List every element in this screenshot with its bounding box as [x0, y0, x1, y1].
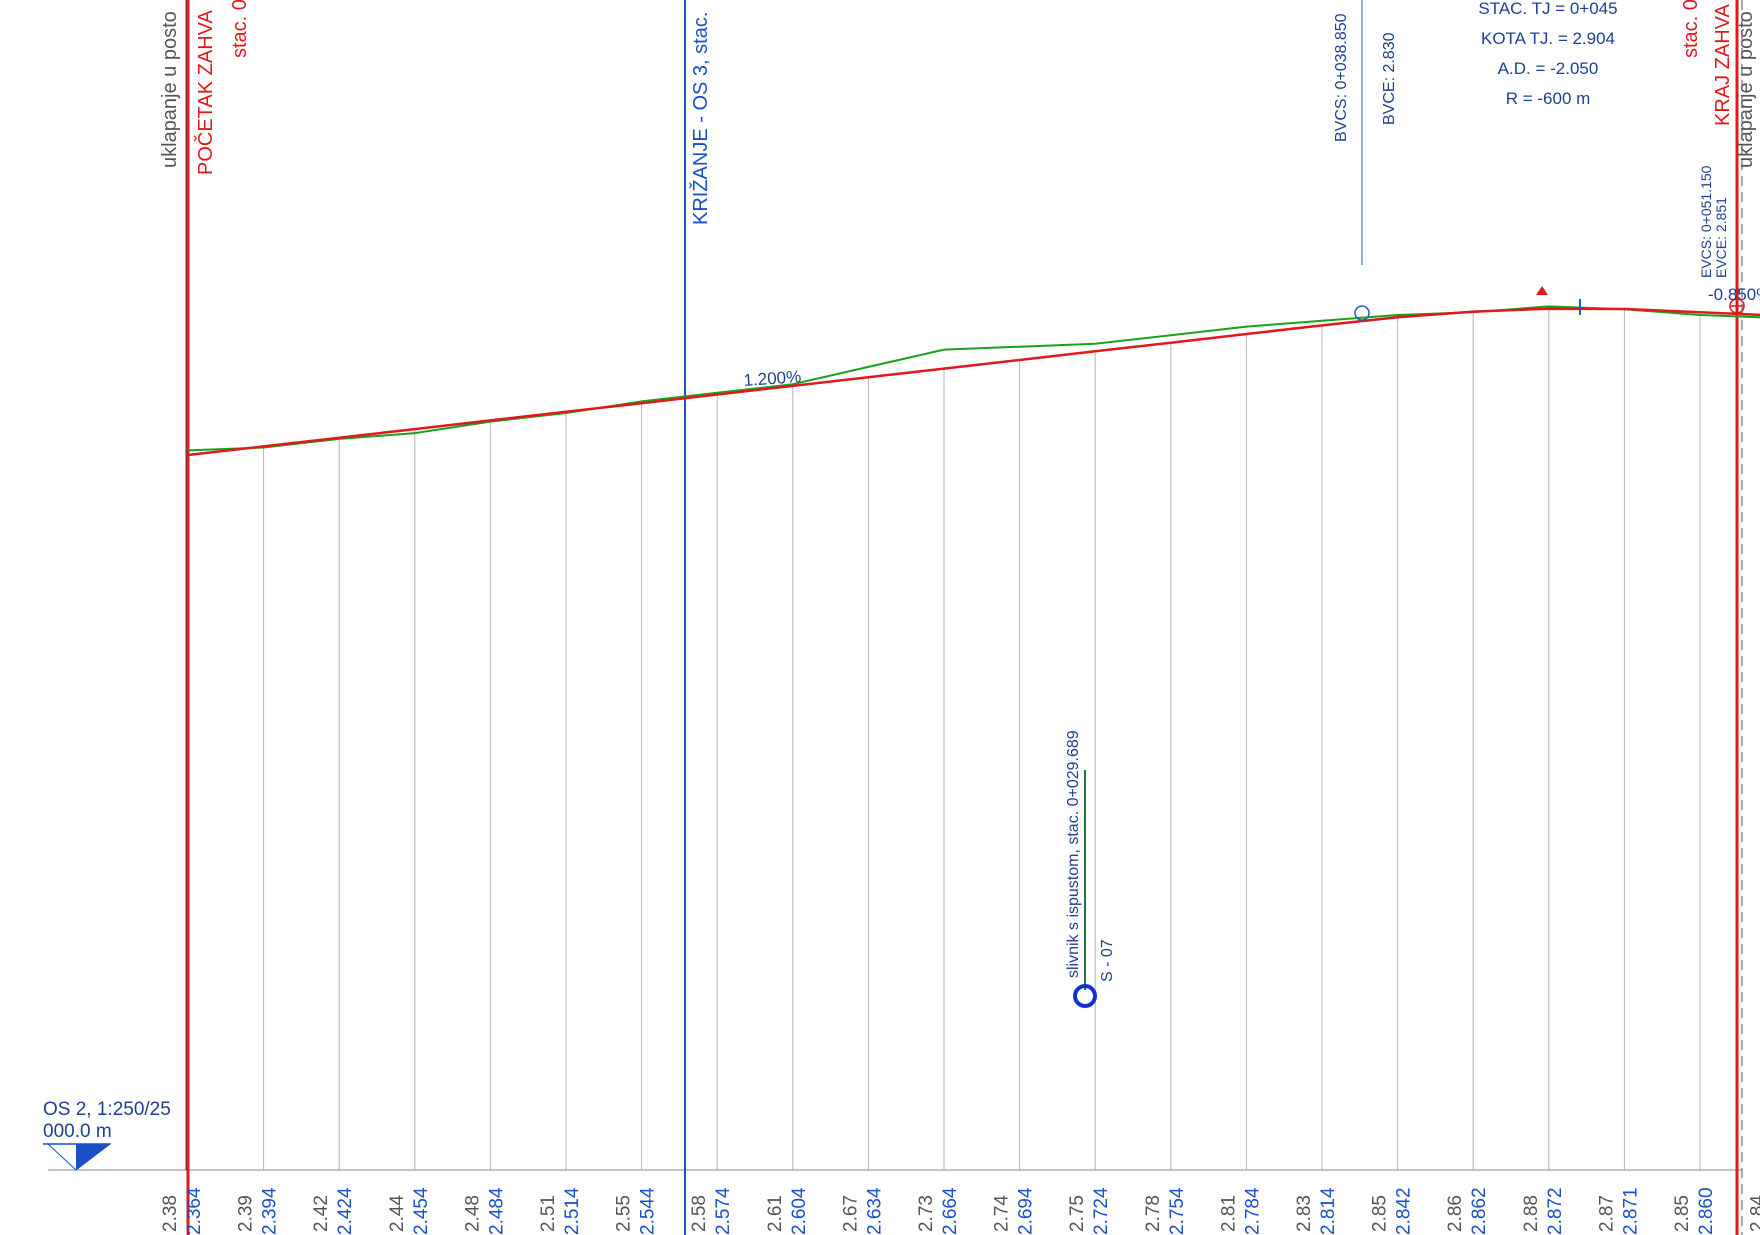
design-elevation-label: 2.514: [562, 1187, 583, 1235]
evcs-label: EVCS: 0+051.150: [1698, 165, 1714, 278]
design-elevation-label: 2.604: [789, 1187, 810, 1235]
scale-label-line1: OS 2, 1:250/25: [43, 1099, 171, 1120]
design-elevation-label: 2.694: [1016, 1187, 1037, 1235]
design-elevation-label: 2.424: [335, 1187, 356, 1235]
station-grid: [263, 308, 1701, 1170]
inlet-symbol-icon: [1073, 984, 1097, 1008]
design-elevation-label: 2.754: [1167, 1187, 1188, 1235]
start-zone-label: POČETAK ZAHVA: [194, 9, 217, 175]
start-fit-label: uklapanje u posto: [159, 11, 181, 168]
bvce-label: BVCE: 2.830: [1381, 32, 1398, 125]
curve-station: STAC. TJ = 0+045: [1478, 0, 1617, 18]
curve-algebraic-difference: A.D. = -2.050: [1498, 59, 1599, 78]
design-elevation-label: 2.814: [1318, 1187, 1339, 1235]
design-elevation-label: 2.634: [864, 1187, 885, 1235]
design-elevation-label: 2.872: [1545, 1187, 1566, 1235]
grade-label-1: 1.200%: [743, 367, 802, 390]
design-elevation-label: 2.871: [1620, 1187, 1641, 1235]
terrain-elevation-label: 2.55: [614, 1195, 635, 1232]
terrain-elevation-label: 2.78: [1143, 1195, 1164, 1232]
datum-symbol-fill: [76, 1144, 110, 1170]
design-elevation-label: 2.860: [1696, 1187, 1717, 1235]
design-elevation-label: 2.484: [486, 1187, 507, 1235]
end-fit-label: uklapanje u posto: [1735, 11, 1757, 168]
terrain-elevation-label: 2.88: [1521, 1195, 1542, 1232]
evce-label: EVCE: 2.851: [1713, 197, 1729, 278]
design-elevation-label: 2.724: [1091, 1187, 1112, 1235]
bvcs-label: BVCS: 0+038.850: [1333, 13, 1350, 142]
grade-label-2: -0.850%: [1708, 285, 1760, 304]
pvi-triangle-marker: [1536, 286, 1548, 295]
end-station-label: stac. 0: [1680, 0, 1702, 58]
design-elevation-label: 2.574: [713, 1187, 734, 1235]
curve-elevation: KOTA TJ. = 2.904: [1481, 29, 1615, 48]
terrain-elevation-label: 2.73: [916, 1195, 937, 1232]
elevation-labels: 2.38 2.364 2.39 2.394 2.42 2.424 2.44 2.454 2.48…: [160, 1187, 1760, 1235]
curve-radius: R = -600 m: [1506, 89, 1591, 108]
start-station-label: stac. 0: [229, 0, 251, 58]
terrain-elevation-label: 2.83: [1294, 1195, 1315, 1232]
design-grade-line: [187, 307, 1760, 457]
terrain-elevation-label: 2.85: [1370, 1195, 1391, 1232]
terrain-elevation-label: 2.61: [765, 1195, 786, 1232]
terrain-elevation-label: 2.86: [1445, 1195, 1466, 1232]
terrain-elevation-label: 2.85: [1672, 1195, 1693, 1232]
design-elevation-label: 2.842: [1394, 1187, 1415, 1235]
design-elevation-label: 2.454: [411, 1187, 432, 1235]
terrain-elevation-label: 2.81: [1218, 1195, 1239, 1232]
design-elevation-label: 2.364: [184, 1187, 205, 1235]
terrain-elevation-label: 2.42: [311, 1195, 332, 1232]
terrain-elevation-label: 2.75: [1067, 1195, 1088, 1232]
terrain-elevation-label: 2.84: [1748, 1195, 1760, 1232]
terrain-elevation-label: 2.39: [236, 1195, 257, 1232]
terrain-elevation-label: 2.58: [689, 1195, 710, 1232]
design-elevation-label: 2.664: [940, 1187, 961, 1235]
end-zone-label: KRAJ ZAHVA: [1712, 3, 1734, 126]
terrain-elevation-label: 2.44: [387, 1195, 408, 1232]
design-elevation-label: 2.394: [260, 1187, 281, 1235]
design-elevation-label: 2.544: [638, 1187, 659, 1235]
inlet-name-label: slivnik s ispustom, stac. 0+029.689: [1065, 730, 1082, 978]
inlet-code-label: S - 07: [1099, 939, 1116, 982]
scale-label-line2: 000.0 m: [43, 1121, 112, 1142]
terrain-elevation-label: 2.48: [462, 1195, 483, 1232]
terrain-elevation-label: 2.87: [1596, 1195, 1617, 1232]
terrain-elevation-label: 2.38: [160, 1195, 181, 1232]
terrain-elevation-label: 2.67: [840, 1195, 861, 1232]
design-elevation-label: 2.784: [1242, 1187, 1263, 1235]
bvc-point-marker: [1354, 305, 1370, 321]
design-elevation-label: 2.862: [1469, 1187, 1490, 1235]
terrain-elevation-label: 2.51: [538, 1195, 559, 1232]
terrain-elevation-label: 2.74: [992, 1195, 1013, 1232]
crossing-label: KRIŽANJE - OS 3, stac.: [689, 12, 712, 225]
